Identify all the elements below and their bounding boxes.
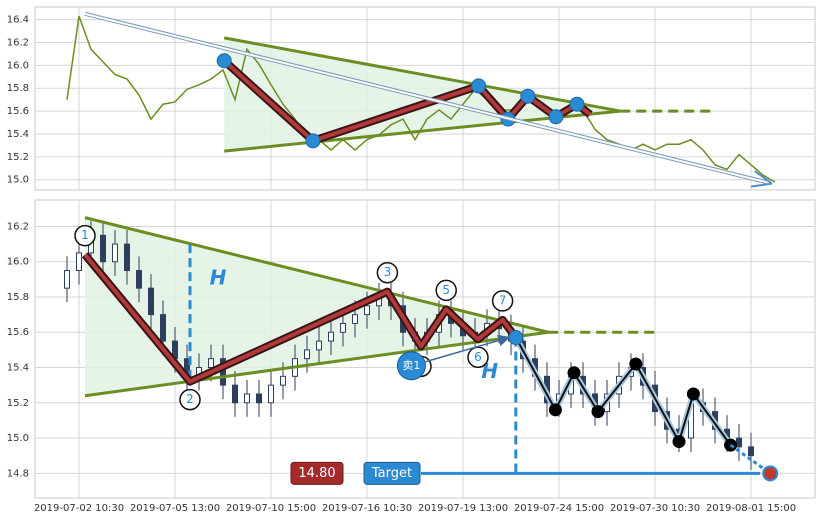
breakdown-line <box>514 337 732 446</box>
candle-body <box>232 384 238 404</box>
lower-trendline <box>84 330 549 398</box>
trend-arrow <box>84 12 770 183</box>
candle-body <box>256 393 262 404</box>
triangle-fill <box>85 217 549 396</box>
wave-label: 3 <box>384 265 392 279</box>
breakdown-dot <box>591 405 605 419</box>
zigzag <box>83 253 518 384</box>
y-tick-label: 16.4 <box>7 15 29 26</box>
candle-body <box>136 270 142 289</box>
x-tick-label: 2019-07-02 10:30 <box>34 503 124 514</box>
x-tick-label: 2019-07-10 15:00 <box>226 503 316 514</box>
x-tick-label: 2019-08-01 15:00 <box>706 503 796 514</box>
target-value-box <box>290 461 344 485</box>
candle-body <box>364 305 370 316</box>
y-tick-label: 16.0 <box>7 257 29 268</box>
y-tick-label: 15.2 <box>7 152 29 163</box>
target-title-box <box>363 461 421 485</box>
height-label: H <box>481 359 498 383</box>
candle-body <box>160 314 166 342</box>
y-tick-label: 15.2 <box>7 398 29 409</box>
y-tick-label: 15.6 <box>7 327 29 338</box>
candle-body <box>280 375 286 386</box>
sell-signal <box>396 351 426 381</box>
y-tick-label: 15.4 <box>7 129 29 140</box>
y-tick-label: 16.2 <box>7 37 29 48</box>
x-tick-label: 2019-07-30 10:30 <box>610 503 700 514</box>
candle-body <box>244 393 250 404</box>
y-tick-label: 15.0 <box>7 433 29 444</box>
wave-label: 5 <box>442 283 450 297</box>
wave-marker <box>376 261 399 284</box>
triangle-fill <box>224 37 621 152</box>
wave-label: 7 <box>499 293 507 307</box>
y-tick-label: 15.8 <box>7 83 29 94</box>
upper-trendline <box>223 36 621 113</box>
candle-body <box>352 314 358 324</box>
breakdown-dot <box>567 366 581 380</box>
candle-body <box>208 358 214 369</box>
y-tick-label: 15.8 <box>7 292 29 303</box>
y-tick-label: 16.2 <box>7 221 29 232</box>
candle-body <box>268 384 274 404</box>
candle-body <box>100 234 106 263</box>
wave-marker <box>491 290 514 312</box>
wave-label: 2 <box>186 392 194 406</box>
candle-body <box>328 331 334 342</box>
breakdown-dot <box>686 387 700 401</box>
target-point <box>762 465 779 482</box>
target-projection <box>729 443 772 475</box>
candle-body <box>148 287 154 316</box>
candle-body <box>76 252 82 272</box>
wave-label: 6 <box>474 350 482 364</box>
target-value: 14.80 <box>298 466 335 481</box>
breakout-dot <box>508 330 524 346</box>
candle-body <box>316 340 322 351</box>
breakdown-dot <box>629 357 643 371</box>
upper-trendline <box>84 216 549 334</box>
y-tick-label: 15.6 <box>7 106 29 117</box>
candle-body <box>736 437 742 448</box>
candle-body <box>304 349 310 360</box>
wave-marker <box>179 388 201 411</box>
pivot-dot <box>216 53 232 69</box>
price-line <box>66 15 776 183</box>
x-tick-label: 2019-07-16 10:30 <box>322 503 412 514</box>
y-tick-label: 14.8 <box>7 468 29 479</box>
pivot-dot <box>471 78 487 94</box>
sell-label: 卖1 <box>402 359 420 372</box>
pivot-dot <box>520 88 536 104</box>
candle-body <box>340 322 346 333</box>
candle-body <box>112 243 118 263</box>
x-tick-label: 2019-07-19 13:00 <box>418 503 508 514</box>
wave-label: 1 <box>81 228 89 242</box>
x-tick-label: 2019-07-05 13:00 <box>130 503 220 514</box>
candle-body <box>64 270 70 289</box>
height-label: H <box>210 266 227 290</box>
x-tick-label: 2019-07-24 15:00 <box>514 503 604 514</box>
candle-body <box>124 243 130 272</box>
wave-marker <box>467 346 489 369</box>
y-tick-label: 15.0 <box>7 175 29 186</box>
pivot-dot <box>569 96 585 112</box>
pivot-dot <box>548 109 564 125</box>
breakdown-dot <box>548 403 562 417</box>
candle-body <box>748 446 754 457</box>
breakdown-dot <box>672 435 686 449</box>
sell-arrow <box>425 334 511 363</box>
target-title: Target <box>371 466 412 481</box>
y-tick-label: 16.0 <box>7 60 29 71</box>
wave-marker <box>74 224 96 247</box>
wave-marker <box>435 279 457 302</box>
y-tick-label: 15.4 <box>7 363 29 374</box>
pivot-dot <box>305 133 321 149</box>
